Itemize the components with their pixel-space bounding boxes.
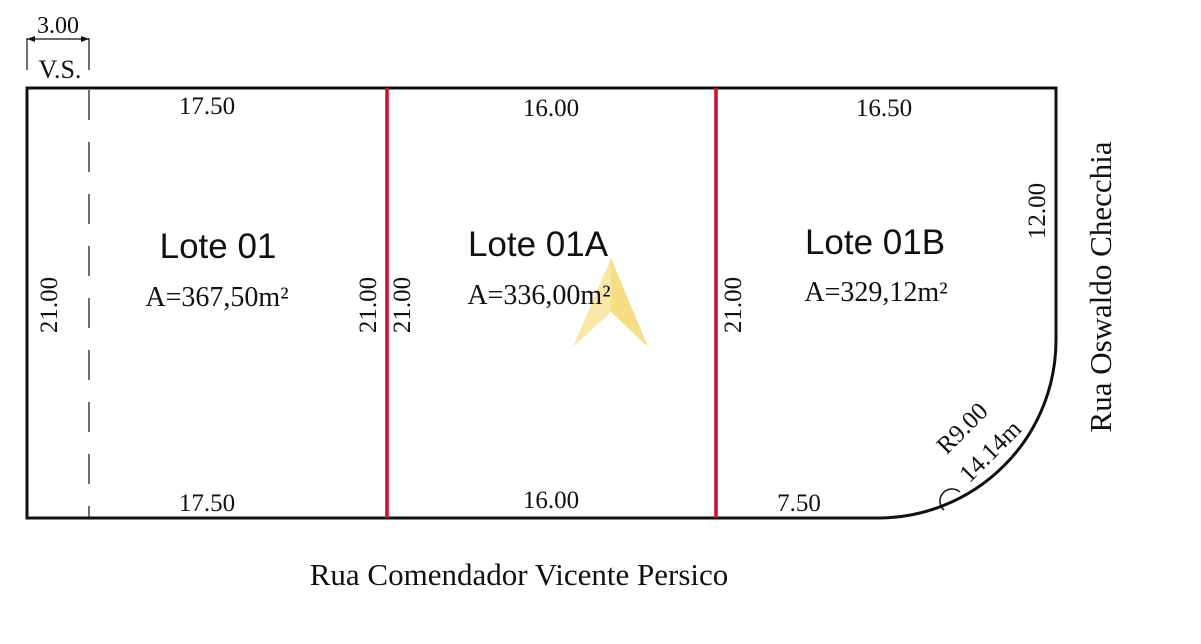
arc-symbol [939, 488, 961, 511]
lot-area: A=367,50m² [145, 282, 288, 313]
lot-back-dimension: 17.50 [179, 490, 235, 517]
lot-front-dimension: 17.50 [179, 93, 235, 120]
lot-back-dimension: 7.50 [777, 490, 821, 517]
lot-area: A=329,12m² [804, 277, 947, 308]
street-name-right: Rua Oswaldo Checchia [1083, 141, 1118, 432]
lot-area: A=336,00m² [467, 280, 610, 311]
lot-front-dimension: 16.00 [523, 95, 579, 122]
setback-label: V.S. [39, 55, 82, 84]
lot-front-dimension: 16.50 [856, 95, 912, 122]
lot-name: Lote 01B [805, 223, 945, 262]
lot-name: Lote 01A [468, 225, 609, 264]
setback-width-label: 3.00 [37, 13, 79, 39]
lot-01a: Lote 01A A=336,00m² 16.00 16.00 21.00 21… [389, 95, 747, 514]
lot-01b: Lote 01B A=329,12m² 16.50 7.50 12.00 [777, 95, 1051, 517]
street-name-bottom: Rua Comendador Vicente Persico [310, 557, 729, 592]
setback-dimension: 3.00 V.S. [26, 13, 90, 84]
watermark-logo [573, 258, 648, 347]
lot-right-dimension: 21.00 [355, 277, 382, 333]
lot-left-dimension: 21.00 [36, 277, 63, 333]
lot-01: Lote 01 A=367,50m² 17.50 17.50 21.00 21.… [36, 93, 382, 517]
lot-back-dimension: 16.00 [523, 487, 579, 514]
lot-left-dimension: 21.00 [389, 277, 416, 333]
lot-right-dimension: 21.00 [720, 277, 747, 333]
lot-name: Lote 01 [160, 227, 277, 266]
lot-right-dimension: 12.00 [1024, 183, 1051, 239]
property-boundary [25, 86, 1058, 520]
